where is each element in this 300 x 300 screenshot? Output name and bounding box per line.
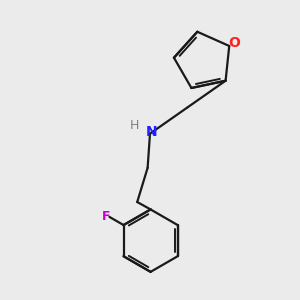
Text: H: H [130,119,139,132]
Text: O: O [228,36,240,50]
Text: F: F [102,210,111,224]
Text: N: N [146,125,157,139]
